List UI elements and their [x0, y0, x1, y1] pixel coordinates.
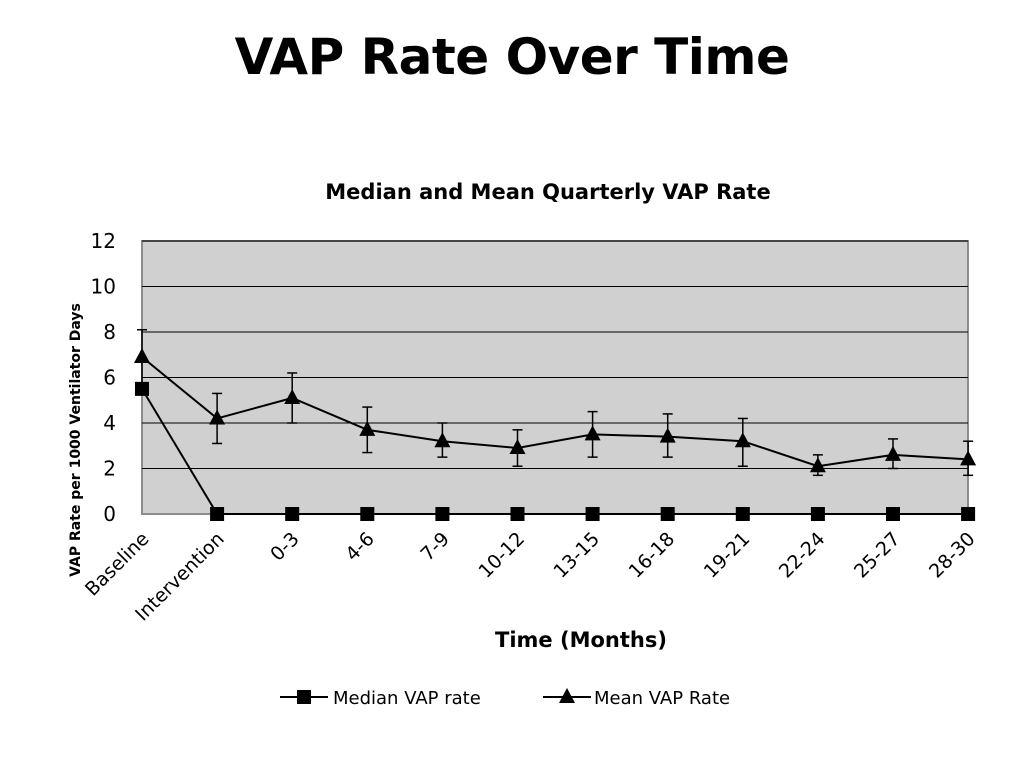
data-point-triangle — [434, 432, 451, 448]
data-point-square — [735, 507, 750, 521]
data-point-triangle — [359, 420, 376, 436]
legend: Median VAP rate Mean VAP Rate — [280, 688, 730, 709]
data-point-square — [360, 507, 375, 521]
y-tick-label: 10 — [91, 275, 116, 299]
x-tick-label: 25-27 — [850, 528, 905, 583]
data-point-triangle — [734, 432, 751, 448]
x-tick-label: 28-30 — [925, 528, 980, 583]
x-tick-label: 7-9 — [416, 528, 454, 566]
data-point-square — [660, 507, 675, 521]
legend-marker-square — [297, 690, 311, 704]
y-tick-label: 0 — [103, 502, 116, 526]
chart-title: Median and Mean Quarterly VAP Rate — [325, 180, 770, 204]
legend-label: Median VAP rate — [333, 688, 481, 709]
slide-title: VAP Rate Over Time — [234, 28, 790, 86]
data-point-triangle — [209, 409, 226, 425]
data-point-triangle — [960, 450, 977, 466]
x-tick-label: 16-18 — [625, 528, 680, 583]
y-axis-title: VAP Rate per 1000 Ventilator Days — [68, 303, 84, 577]
series-lines — [141, 356, 969, 515]
y-tick-label: 4 — [103, 411, 116, 435]
y-tick-labels: 0 2 4 6 8 10 12 — [91, 229, 116, 526]
data-point-square — [961, 507, 976, 521]
data-point-square — [510, 507, 525, 521]
data-point-triangle — [659, 427, 676, 443]
y-tick-label: 2 — [103, 457, 116, 481]
data-point-triangle — [584, 425, 601, 441]
data-point-square — [210, 507, 225, 521]
data-point-triangle — [134, 348, 150, 364]
y-tick-label: 12 — [91, 229, 116, 253]
legend-label: Mean VAP Rate — [594, 688, 730, 709]
series-markers — [134, 348, 977, 521]
data-point-square — [886, 507, 900, 521]
legend-marker-triangle — [559, 688, 575, 703]
data-point-square — [135, 381, 149, 396]
data-point-triangle — [509, 439, 526, 455]
x-tick-label: 4-6 — [341, 528, 379, 566]
x-tick-label: 10-12 — [474, 528, 529, 583]
y-tick-label: 6 — [103, 366, 116, 390]
data-point-square — [585, 507, 600, 521]
data-point-triangle — [809, 457, 826, 473]
x-tick-label: 19-21 — [700, 528, 755, 583]
gridlines — [142, 240, 968, 469]
data-point-square — [285, 507, 300, 521]
x-axis-title: Time (Months) — [495, 628, 667, 652]
series-line — [141, 356, 969, 468]
x-tick-label: 13-15 — [550, 528, 605, 583]
data-point-triangle — [284, 388, 301, 404]
series-line — [141, 388, 969, 515]
data-point-square — [435, 507, 450, 521]
x-tick-label: Baseline — [81, 528, 154, 601]
data-point-triangle — [885, 445, 901, 461]
x-tick-label: 0-3 — [266, 528, 304, 566]
y-tick-label: 8 — [103, 320, 116, 344]
x-tick-label: 22-24 — [775, 528, 830, 583]
data-point-square — [810, 507, 825, 521]
